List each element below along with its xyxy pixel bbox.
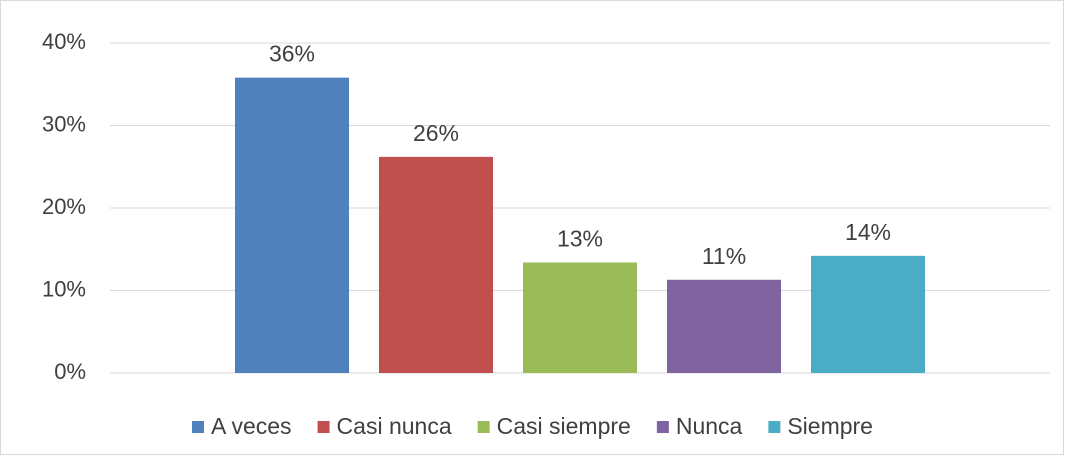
legend-swatch [192,421,205,433]
bar [811,255,925,373]
legend-swatch [768,421,781,433]
y-tick-label: 20% [42,194,86,219]
y-tick-label: 10% [42,276,86,301]
bar [523,262,637,373]
legend-swatch [656,421,669,433]
legend-label: Siempre [787,413,873,439]
legend-swatch [317,421,330,433]
y-tick-label: 40% [42,29,86,54]
legend-label: Nunca [676,413,743,439]
bar [667,279,781,373]
legend-label: Casi nunca [337,413,452,439]
data-label: 36% [269,41,315,67]
legend-swatch [477,421,490,433]
data-label: 13% [557,226,603,252]
legend-label: Casi siempre [497,413,631,439]
bar [235,77,349,374]
data-label: 26% [413,120,459,146]
bar [379,156,493,373]
y-tick-label: 30% [42,111,86,136]
data-label: 11% [702,243,746,269]
y-tick-label: 0% [54,359,86,384]
data-label: 14% [845,219,891,245]
legend-label: A veces [211,413,292,439]
